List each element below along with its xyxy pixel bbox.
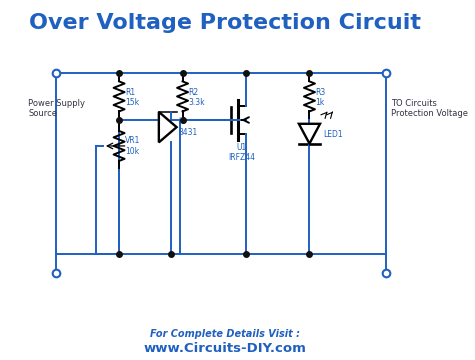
Text: R3
1k: R3 1k bbox=[315, 88, 326, 107]
Text: U1
IRFZ44: U1 IRFZ44 bbox=[228, 143, 255, 162]
Text: LED1: LED1 bbox=[323, 130, 342, 139]
Text: VR1
10k: VR1 10k bbox=[125, 136, 141, 156]
Text: R2
3.3k: R2 3.3k bbox=[189, 88, 205, 107]
Text: Over Voltage Protection Circuit: Over Voltage Protection Circuit bbox=[29, 13, 421, 33]
Text: For Complete Details Visit :: For Complete Details Visit : bbox=[150, 329, 300, 339]
Text: R1
15k: R1 15k bbox=[125, 88, 139, 107]
Text: www.Circuits-DIY.com: www.Circuits-DIY.com bbox=[143, 342, 306, 355]
Text: Power Supply
Source: Power Supply Source bbox=[28, 99, 85, 118]
Text: IC
8431: IC 8431 bbox=[179, 117, 198, 137]
Text: TO Circuits
Protection Voltage: TO Circuits Protection Voltage bbox=[390, 99, 468, 118]
